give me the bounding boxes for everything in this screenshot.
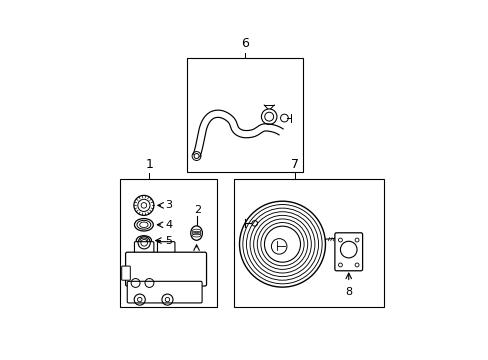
Text: 5: 5: [165, 235, 172, 246]
Circle shape: [264, 226, 300, 262]
FancyBboxPatch shape: [157, 242, 175, 256]
Text: 6: 6: [241, 37, 248, 50]
Text: 2: 2: [194, 205, 201, 215]
FancyBboxPatch shape: [127, 281, 202, 303]
Bar: [233, 179, 383, 307]
FancyBboxPatch shape: [334, 233, 362, 271]
FancyBboxPatch shape: [125, 252, 206, 286]
Bar: [186, 58, 303, 172]
Bar: [120, 179, 217, 307]
FancyBboxPatch shape: [134, 242, 154, 256]
Text: 1: 1: [145, 158, 153, 171]
Text: 4: 4: [165, 220, 172, 230]
Text: 3: 3: [165, 201, 172, 210]
Text: 7: 7: [290, 158, 298, 171]
Text: 8: 8: [345, 287, 351, 297]
FancyBboxPatch shape: [122, 266, 130, 280]
